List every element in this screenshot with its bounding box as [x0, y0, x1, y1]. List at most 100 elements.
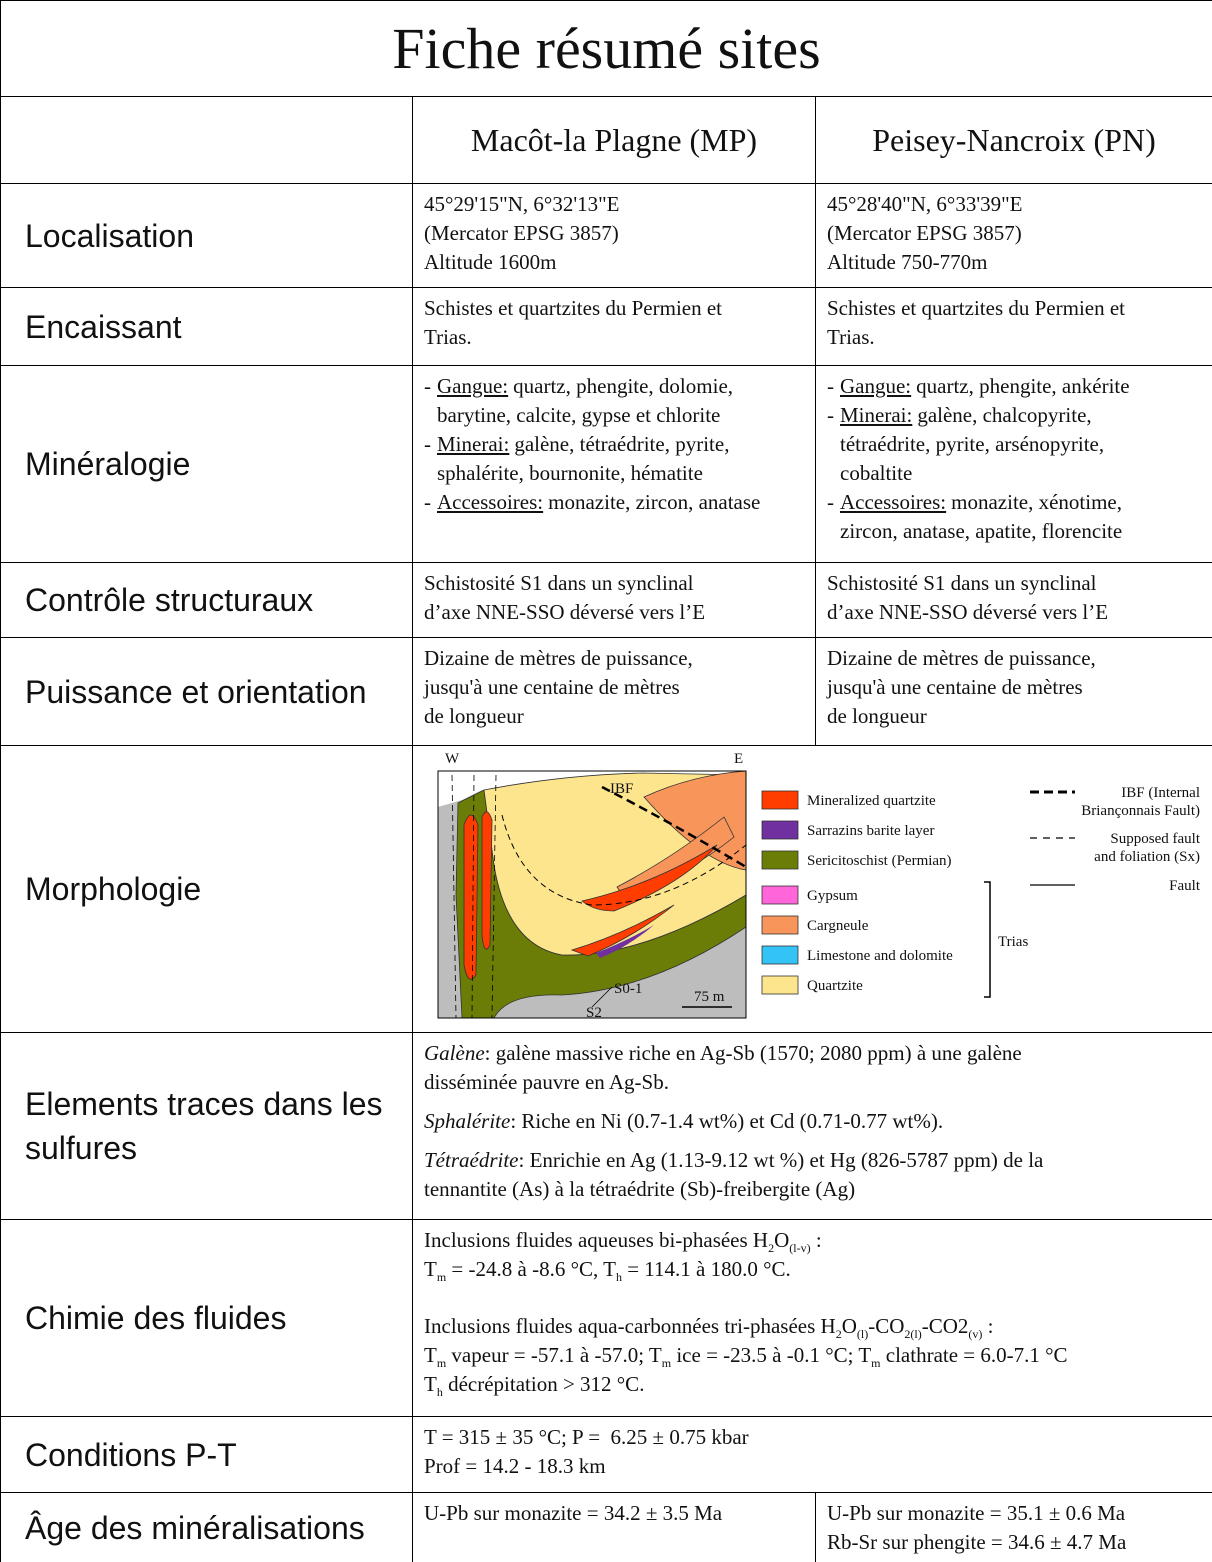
- content-cell: 45°29'15"N, 6°32'13"E (Mercator EPSG 3857…: [412, 183, 816, 288]
- text-run: O: [774, 1228, 790, 1252]
- item-label: Minerai:: [840, 403, 913, 427]
- legend-swatch: [761, 945, 799, 965]
- text-line: T = 315 ± 35 °C; P = 6.25 ± 0.75 kbar: [424, 1425, 749, 1449]
- text-run: T: [424, 1257, 437, 1281]
- legend-label: Limestone and dolomite: [807, 948, 953, 964]
- legend-swatch: [761, 885, 799, 905]
- subscript: m: [871, 1356, 881, 1371]
- text-line: sphalérite, bournonite, hématite: [437, 461, 703, 485]
- text-line: de longueur: [424, 704, 524, 728]
- mineralized-lens: [581, 844, 718, 912]
- text-line: cobaltite: [840, 461, 913, 485]
- pointer: [591, 986, 613, 1008]
- text-run: -CO: [868, 1314, 905, 1338]
- text-run: :: [982, 1314, 994, 1338]
- row-label: Localisation: [25, 214, 194, 258]
- text-line: Dizaine de mètres de puissance,: [827, 646, 1096, 670]
- subscript: m: [661, 1356, 672, 1371]
- row-label-cell: Puissance et orientation: [0, 637, 413, 746]
- text-line: Trias.: [827, 325, 875, 349]
- west-label: W: [445, 751, 460, 767]
- content-cell: - Gangue: quartz, phengite, dolomie, baryti…: [412, 365, 816, 563]
- content-cell: Schistosité S1 dans un synclinal d’axe NN…: [412, 562, 816, 638]
- mineralized-lens: [481, 811, 493, 950]
- content-cell: Schistes et quartzites du Permien et Tria…: [815, 287, 1212, 366]
- mineral-name: Galène: [424, 1041, 485, 1065]
- text-run: décrépitation > 312 °C.: [442, 1372, 645, 1396]
- east-label: E: [734, 751, 743, 767]
- row-label: Puissance et orientation: [25, 670, 367, 714]
- content-cell: T = 315 ± 35 °C; P = 6.25 ± 0.75 kbar Pro…: [412, 1416, 1212, 1493]
- figure-frame: [437, 770, 747, 1019]
- item-label: Gangue:: [437, 374, 509, 398]
- row-label-cell: Contrôle structuraux: [0, 562, 413, 638]
- subscript: 2: [835, 1327, 842, 1342]
- trias-bracket: [984, 881, 991, 998]
- row-label-text: Puissance et orientation: [25, 673, 367, 710]
- subscript: 2(l): [904, 1327, 922, 1342]
- text-line: jusqu'à une centaine de mètres: [827, 675, 1083, 699]
- legend-swatch: [761, 850, 799, 870]
- text-line: Elements traces dans les: [25, 1086, 383, 1122]
- bullet: -: [424, 374, 431, 398]
- header-cell: Macôt-la Plagne (MP): [412, 96, 816, 184]
- row-label-cell: Âge des minéralisations: [0, 1492, 413, 1562]
- subscript: (l-v): [789, 1241, 811, 1256]
- paragraph: Inclusions fluides aqua-carbonnées tri-p…: [424, 1312, 1202, 1399]
- s2-label: S2: [586, 1005, 602, 1021]
- morphology-figure: W E IBF S0-1 S2 75 m Trias Mineralized q…: [437, 751, 1201, 1021]
- legend-label: Gypsum: [807, 888, 858, 904]
- row-label-text: Conditions P-T: [25, 1436, 237, 1473]
- list-item: - Accessoires: monazite, zircon, anatase: [424, 488, 805, 517]
- row-label: Morphologie: [25, 867, 201, 911]
- text-line: d’axe NNE-SSO déversé vers l’E: [827, 600, 1109, 624]
- text-run: ice = -23.5 à -0.1 °C; T: [671, 1343, 872, 1367]
- content-cell: Schistosité S1 dans un synclinal d’axe NN…: [815, 562, 1212, 638]
- text-line: tétraédrite, pyrite, arsénopyrite,: [840, 432, 1105, 456]
- text-line: quartz, phengite, dolomie,: [513, 374, 734, 398]
- mineral-name: Tétraédrite: [424, 1148, 519, 1172]
- row-label-text: Chimie des fluides: [25, 1300, 287, 1336]
- row-label: Contrôle structuraux: [25, 578, 313, 622]
- text-line: d’axe NNE-SSO déversé vers l’E: [424, 600, 706, 624]
- legend-line-label: IBF (Internal: [1121, 785, 1200, 801]
- legend-label: Mineralized quartzite: [807, 793, 936, 809]
- bullet: -: [827, 403, 834, 427]
- row-label-cell: Encaissant: [0, 287, 413, 366]
- text-run: Inclusions fluides aqua-carbonnées tri-p…: [424, 1314, 836, 1338]
- content-cell: 45°28'40"N, 6°33'39"E (Mercator EPSG 3857…: [815, 183, 1212, 288]
- mineralized-lens: [463, 814, 479, 980]
- header-cell: [0, 96, 413, 184]
- mineral-name: Sphalérite: [424, 1109, 511, 1133]
- legend-label: Quartzite: [807, 978, 863, 994]
- paragraph: Tétraédrite: Enrichie en Ag (1.13-9.12 w…: [424, 1146, 1202, 1204]
- text-line: Prof = 14.2 - 18.3 km: [424, 1454, 606, 1478]
- legend-line-label: Supposed fault: [1110, 831, 1200, 847]
- text-run: clathrate = 6.0-7.1 °C: [880, 1343, 1068, 1367]
- text-run: = -24.8 à -8.6 °C, T: [446, 1257, 616, 1281]
- bullet: -: [827, 374, 834, 398]
- text-line: : Enrichie en Ag (1.13-9.12 wt %) et Hg …: [518, 1148, 1044, 1172]
- text-line: : galène massive riche en Ag-Sb (1570; 2…: [484, 1041, 1022, 1065]
- text-line: tennantite (As) à la tétraédrite (Sb)-fr…: [424, 1177, 856, 1201]
- text-run: O: [841, 1314, 857, 1338]
- mineralized-lens: [570, 904, 675, 957]
- text-line: zircon, anatase, apatite, florencite: [840, 519, 1123, 543]
- row-label: Encaissant: [25, 305, 182, 349]
- text-line: Tm = -24.8 à -8.6 °C, Th = 114.1 à 180.0…: [424, 1255, 1202, 1284]
- text-line: jusqu'à une centaine de mètres: [424, 675, 680, 699]
- content-cell: U-Pb sur monazite = 34.2 ± 3.5 Ma: [412, 1492, 816, 1562]
- text-line: disséminée pauvre en Ag-Sb.: [424, 1070, 669, 1094]
- text-line: quartz, phengite, ankérite: [916, 374, 1130, 398]
- content-cell: Galène: galène massive riche en Ag-Sb (1…: [412, 1032, 1212, 1220]
- row-label: Elements traces dans les sulfures: [25, 1082, 383, 1170]
- text-run: vapeur = -57.1 à -57.0; T: [446, 1343, 662, 1367]
- text-line: sulfures: [25, 1130, 138, 1166]
- row-label-text: Âge des minéralisations: [25, 1509, 365, 1546]
- text-line: Schistes et quartzites du Permien et: [424, 296, 723, 320]
- text-line: Tm vapeur = -57.1 à -57.0; Tm ice = -23.…: [424, 1341, 1202, 1370]
- list-item: - Minerai: galène, chalcopyrite, tétraédrit…: [827, 401, 1202, 488]
- text-line: monazite, xénotime,: [951, 490, 1123, 514]
